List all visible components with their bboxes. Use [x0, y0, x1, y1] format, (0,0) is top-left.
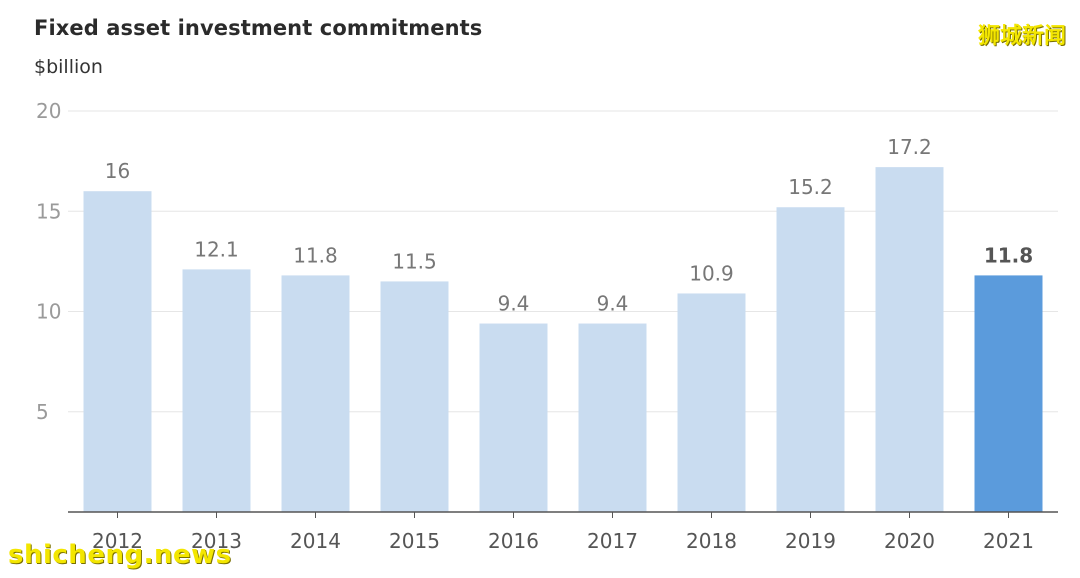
chart-unit-label: $billion: [34, 56, 103, 78]
watermark-top-right: 狮城新闻: [977, 24, 1066, 49]
x-tick-label-2020: 2020: [884, 529, 935, 553]
value-label-2018: 10.9: [689, 261, 734, 285]
y-tick-label: 10: [36, 300, 61, 324]
chart-title: Fixed asset investment commitments: [34, 16, 483, 40]
bar-2016: [479, 323, 548, 512]
x-tick-label-2012: 2012: [92, 529, 143, 553]
value-label-2015: 11.5: [392, 249, 437, 273]
bar-2014: [281, 275, 350, 512]
value-label-2014: 11.8: [293, 243, 338, 267]
bar-2018: [677, 293, 746, 512]
value-label-2020: 17.2: [887, 135, 932, 159]
value-label-2017: 9.4: [597, 292, 629, 316]
value-label-2013: 12.1: [194, 237, 239, 261]
y-tick-label: 20: [36, 99, 61, 123]
bar-2019: [776, 207, 845, 513]
x-tick-label-2018: 2018: [686, 529, 737, 553]
bar-2013: [182, 269, 251, 512]
x-tick-label-2016: 2016: [488, 529, 539, 553]
x-tick-label-2021: 2021: [983, 529, 1034, 553]
bar-2020: [875, 167, 944, 512]
x-tick-label-2014: 2014: [290, 529, 341, 553]
x-tick-label-2013: 2013: [191, 529, 242, 553]
value-label-2016: 9.4: [498, 292, 530, 316]
watermark-bottom-left: shicheng.news: [8, 540, 232, 570]
value-label-2019: 15.2: [788, 175, 833, 199]
bar-2021: [974, 275, 1043, 512]
y-tick-label: 5: [36, 400, 49, 424]
value-label-2012: 16: [105, 159, 130, 183]
bar-2017: [578, 323, 647, 512]
y-tick-label: 15: [36, 199, 61, 223]
x-tick-label-2019: 2019: [785, 529, 836, 553]
x-tick-label-2015: 2015: [389, 529, 440, 553]
value-label-2021: 11.8: [984, 243, 1033, 267]
x-tick-label-2017: 2017: [587, 529, 638, 553]
bar-2015: [380, 281, 449, 512]
bar-2012: [83, 191, 152, 512]
